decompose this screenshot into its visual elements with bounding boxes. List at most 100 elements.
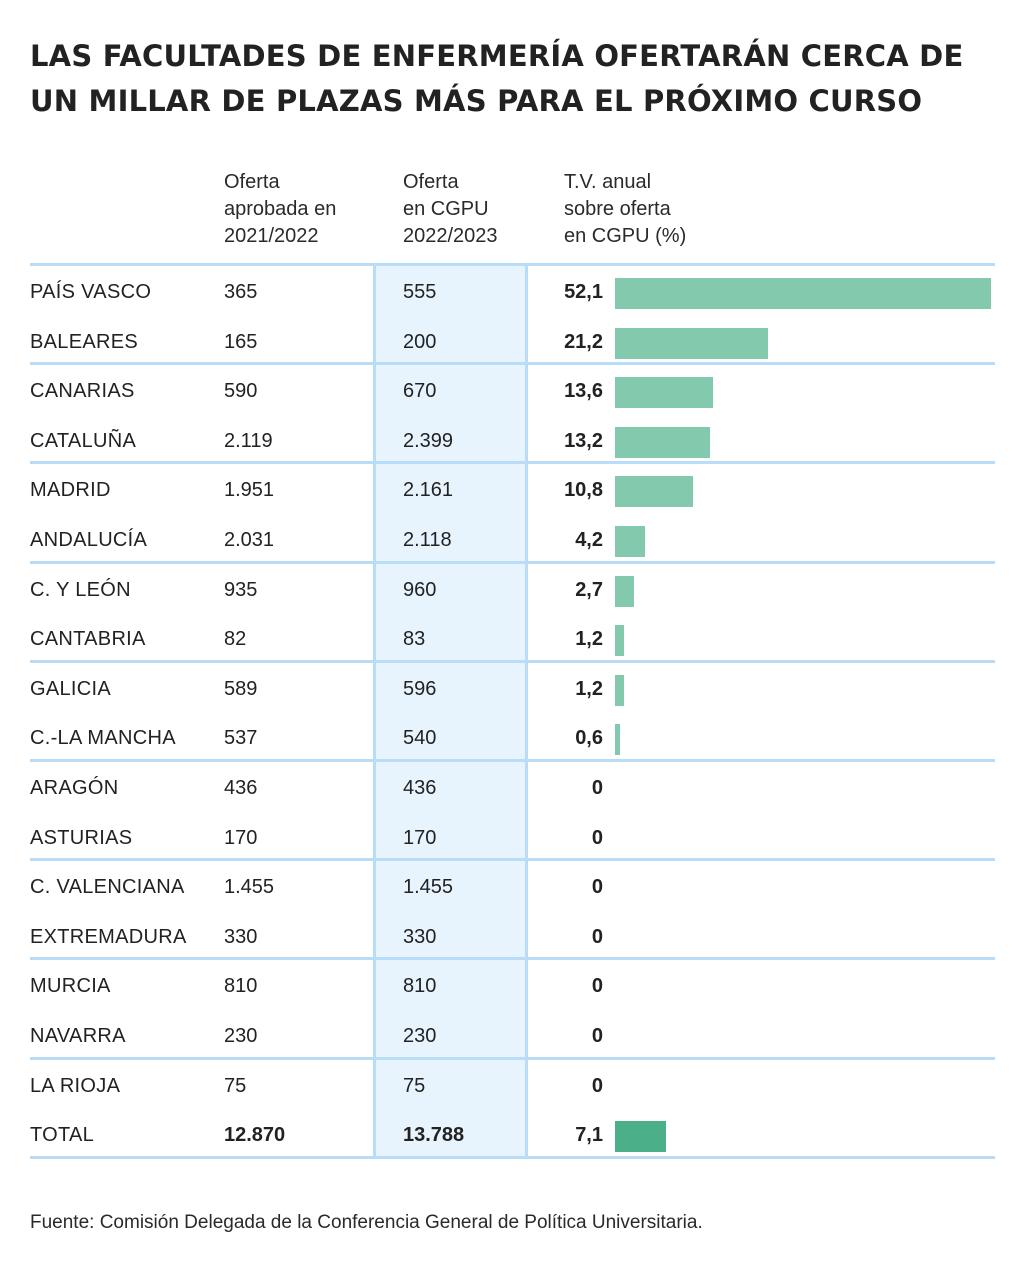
tv-percent-label: 2,7 <box>575 578 603 601</box>
bar <box>615 526 646 557</box>
oferta-2021-2022-value: 165 <box>224 330 258 353</box>
oferta-2021-2022-value: 365 <box>224 281 258 303</box>
table-row: CATALUÑA 2.119 2.399 13,2 <box>0 417 1024 467</box>
source-note: Fuente: Comisión Delegada de la Conferen… <box>30 1212 703 1233</box>
table-row: ARAGÓN 436 436 0 <box>0 764 1024 814</box>
region-label: LA RIOJA <box>30 1074 121 1097</box>
tv-percent-label: 52,1 <box>564 281 603 303</box>
table-row: NAVARRA 230 230 0 <box>0 1012 1024 1062</box>
oferta-2021-2022-value: 1.951 <box>224 479 275 502</box>
table-row: ASTURIAS 170 170 0 <box>0 814 1024 864</box>
oferta-2021-2022-value: 935 <box>224 578 258 601</box>
oferta-2022-2023-value: 330 <box>403 925 437 948</box>
row-divider <box>30 858 995 862</box>
tv-percent-label: 1,2 <box>575 677 603 700</box>
table-row: ANDALUCÍA 2.031 2.118 4,2 <box>0 516 1024 566</box>
region-label: EXTREMADURA <box>30 925 187 948</box>
row-divider <box>30 1056 995 1060</box>
region-label: MADRID <box>30 479 111 502</box>
table-row: GALICIA 589 596 1,2 <box>0 665 1024 715</box>
tv-percent-label: 0 <box>591 777 603 799</box>
oferta-2022-2023-value: 2.161 <box>403 479 454 502</box>
region-label: CATALUÑA <box>30 429 137 452</box>
table-row: PAÍS VASCO 365 555 52,1 <box>0 268 1024 318</box>
region-label: ANDALUCÍA <box>30 529 148 551</box>
tv-percent-label: 0 <box>591 975 603 998</box>
table-row: CANTABRIA 82 83 1,2 <box>0 615 1024 665</box>
row-divider <box>30 263 995 266</box>
tv-percent-label: 0 <box>591 1025 603 1047</box>
total-row: TOTAL 12.870 13.788 7,1 <box>0 1111 1024 1161</box>
oferta-2022-2023-value: 170 <box>403 826 437 849</box>
tv-percent-label: 21,2 <box>564 330 603 353</box>
table-row: C. VALENCIANA 1.455 1.455 0 <box>0 863 1024 913</box>
bar <box>615 476 693 508</box>
bar <box>615 327 768 359</box>
oferta-2022-2023-value: 200 <box>403 330 437 353</box>
oferta-2021-2022-value: 75 <box>224 1074 247 1097</box>
row-divider <box>30 759 995 762</box>
region-label: C. Y LEÓN <box>30 578 131 601</box>
table-row: EXTREMADURA 330 330 0 <box>0 913 1024 963</box>
oferta-2022-2023-value: 596 <box>403 677 437 700</box>
row-divider <box>30 362 995 366</box>
region-label: ARAGÓN <box>30 777 119 799</box>
bar <box>615 426 711 458</box>
column-header-tv-anual: T.V. anual sobre oferta en CGPU (%) <box>564 171 687 247</box>
row-divider <box>30 957 995 961</box>
tv-percent-label: 13,6 <box>564 380 603 403</box>
oferta-2021-2022-value: 810 <box>224 975 258 998</box>
oferta-2021-2022-value: 589 <box>224 677 258 700</box>
region-label: NAVARRA <box>30 1025 126 1047</box>
oferta-2022-2023-value: 75 <box>403 1074 426 1097</box>
row-divider <box>30 659 995 663</box>
region-label: TOTAL <box>30 1124 95 1147</box>
oferta-2021-2022-value: 590 <box>224 380 258 403</box>
oferta-2021-2022-value: 170 <box>224 826 258 849</box>
tv-percent-label: 0 <box>591 826 603 849</box>
table-row: CANARIAS 590 670 13,6 <box>0 367 1024 417</box>
oferta-2021-2022-value: 1.455 <box>224 876 275 899</box>
tv-percent-label: 0,6 <box>575 727 603 750</box>
table-row: LA RIOJA 75 75 0 <box>0 1062 1024 1112</box>
oferta-2022-2023-value: 13.788 <box>403 1124 465 1147</box>
region-label: GALICIA <box>30 677 112 700</box>
tv-percent-label: 7,1 <box>575 1124 603 1147</box>
oferta-2022-2023-value: 436 <box>403 777 437 799</box>
oferta-2021-2022-value: 2.119 <box>224 429 273 452</box>
bar <box>615 724 620 756</box>
oferta-2021-2022-value: 2.031 <box>224 529 275 551</box>
tv-percent-label: 4,2 <box>575 529 603 551</box>
row-divider <box>30 1155 995 1159</box>
region-label: CANTABRIA <box>30 628 146 651</box>
region-label: MURCIA <box>30 975 111 998</box>
column-header-oferta-2022-2023: Oferta en CGPU 2022/2023 <box>403 171 498 247</box>
oferta-2021-2022-value: 82 <box>224 628 247 651</box>
region-label: C.-LA MANCHA <box>30 727 176 750</box>
highlight-column-band <box>373 264 528 1158</box>
column-header-oferta-2021-2022: Oferta aprobada en 2021/2022 <box>224 171 337 247</box>
bar-total <box>615 1121 667 1153</box>
bar <box>615 278 991 309</box>
bar <box>615 674 624 706</box>
oferta-2021-2022-value: 537 <box>224 727 258 750</box>
table-row: MADRID 1.951 2.161 10,8 <box>0 466 1024 516</box>
oferta-2021-2022-value: 12.870 <box>224 1124 286 1147</box>
oferta-2022-2023-value: 83 <box>403 628 426 651</box>
tv-percent-label: 13,2 <box>564 429 603 452</box>
tv-percent-label: 0 <box>591 925 603 948</box>
oferta-2021-2022-value: 230 <box>224 1025 258 1047</box>
chart-title: LAS FACULTADES DE ENFERMERÍA OFERTARÁN C… <box>30 39 964 118</box>
oferta-2022-2023-value: 670 <box>403 380 437 403</box>
oferta-2022-2023-value: 230 <box>403 1025 437 1047</box>
tv-percent-label: 1,2 <box>575 628 603 651</box>
tv-percent-label: 0 <box>591 1074 603 1097</box>
region-label: BALEARES <box>30 330 139 353</box>
table-row: BALEARES 165 200 21,2 <box>0 318 1024 368</box>
row-divider <box>30 560 995 564</box>
row-divider <box>30 461 995 465</box>
bar <box>615 377 714 409</box>
region-label: ASTURIAS <box>30 826 133 849</box>
oferta-2021-2022-value: 436 <box>224 777 258 799</box>
table-row: C.-LA MANCHA 537 540 0,6 <box>0 714 1024 764</box>
